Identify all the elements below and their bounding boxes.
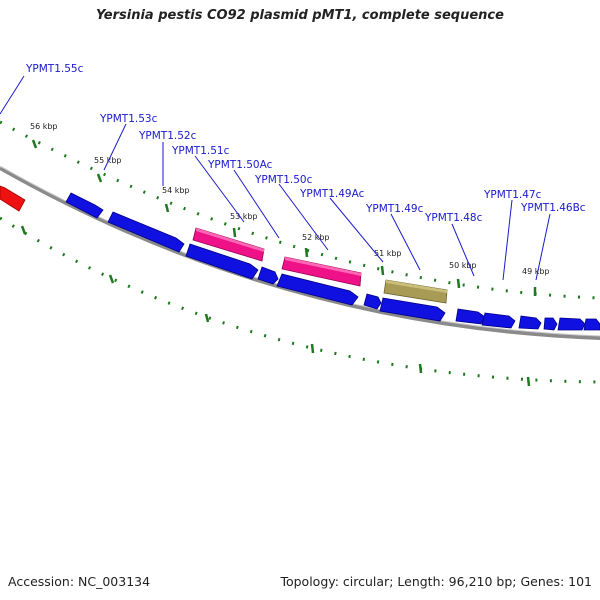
gene-blue	[543, 317, 558, 331]
leader-line	[278, 183, 329, 251]
gene-blue	[379, 297, 446, 322]
leader-line	[329, 197, 384, 263]
gene-blue	[107, 211, 185, 253]
major-tick	[232, 227, 237, 238]
gene-red	[0, 185, 26, 212]
gene-label-ypmt1-51c[interactable]: YPMT1.51c	[171, 145, 230, 157]
leader-line	[502, 199, 513, 281]
gene-pink	[281, 256, 362, 287]
gene-label-ypmt1-50c[interactable]: YPMT1.50c	[254, 174, 313, 186]
gene-blue	[583, 318, 600, 331]
accession-label: Accession: NC_003134	[8, 574, 151, 589]
major-tick	[304, 247, 309, 258]
leader-line	[194, 155, 245, 223]
gene-label-ypmt1-49ac[interactable]: YPMT1.49Ac	[299, 188, 365, 200]
tick-label: 52 kbp	[302, 233, 330, 242]
gene-blue	[481, 312, 516, 329]
gene-label-ypmt1-52c[interactable]: YPMT1.52c	[138, 130, 197, 142]
summary-label: Topology: circular; Length: 96,210 bp; G…	[280, 574, 592, 589]
gene-blue	[65, 192, 104, 219]
gene-label-ypmt1-49c[interactable]: YPMT1.49c	[365, 203, 424, 215]
gene-blue	[518, 315, 542, 330]
gene-label-ypmt1-46bc[interactable]: YPMT1.46Bc	[520, 202, 586, 214]
gene-label-ypmt1-47c[interactable]: YPMT1.47c	[483, 189, 542, 201]
inner-major-tick	[526, 376, 531, 387]
major-tick	[31, 139, 38, 149]
tick-label: 54 kbp	[162, 186, 190, 195]
label-leaders	[0, 75, 551, 281]
gene-blue	[455, 308, 486, 325]
inner-major-ticks	[20, 225, 531, 387]
tick-label: 55 kbp	[94, 156, 122, 165]
gene-label-ypmt1-48c[interactable]: YPMT1.48c	[424, 212, 483, 224]
major-tick	[164, 203, 170, 213]
inner-major-tick	[204, 313, 210, 323]
leader-line	[451, 223, 475, 277]
gene-label-ypmt1-50ac[interactable]: YPMT1.50Ac	[207, 159, 273, 171]
gene-blue	[185, 243, 259, 280]
tick-label: 51 kbp	[374, 249, 402, 258]
gene-olive	[383, 279, 448, 304]
gene-blue	[557, 317, 586, 331]
tick-label: 56 kbp	[30, 122, 58, 131]
major-tick	[380, 265, 385, 276]
inner-major-tick	[20, 225, 27, 235]
tick-label: 49 kbp	[522, 267, 550, 276]
gene-label-ypmt1-53c[interactable]: YPMT1.53c	[99, 113, 158, 125]
inner-major-tick	[310, 343, 315, 354]
gene-label-ypmt1-55c[interactable]: YPMT1.55c	[25, 63, 84, 75]
page-title: Yersinia pestis CO92 plasmid pMT1, compl…	[96, 8, 504, 23]
gene-pink-highlight	[285, 257, 361, 276]
gene-blue	[363, 293, 382, 310]
major-ticks	[31, 139, 537, 296]
leader-line	[390, 213, 421, 271]
gene-blue	[257, 266, 279, 285]
leader-line	[0, 75, 25, 115]
major-tick	[456, 278, 461, 289]
gene-olive-highlight	[386, 280, 447, 293]
inner-tick-ring	[0, 216, 600, 384]
tick-label: 50 kbp	[449, 261, 477, 270]
gene-blue	[276, 273, 359, 306]
leader-line	[535, 213, 551, 281]
gene-pink-highlight	[196, 228, 264, 252]
inner-major-tick	[418, 363, 423, 374]
inner-major-tick	[108, 274, 115, 284]
major-tick	[96, 173, 103, 183]
leader-line	[233, 169, 280, 239]
leader-line	[103, 123, 127, 171]
tick-label: 53 kbp	[230, 212, 258, 221]
